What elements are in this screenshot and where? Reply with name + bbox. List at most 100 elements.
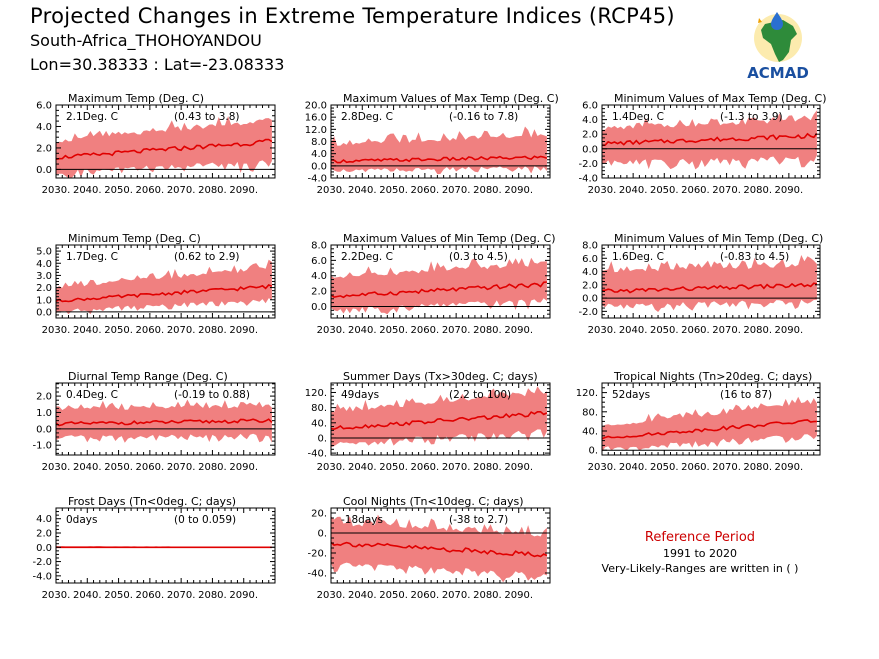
- page-title: Projected Changes in Extreme Temperature…: [30, 4, 675, 28]
- chart-range: (0.62 to 2.9): [174, 251, 240, 263]
- y-tick-label: 2.0: [36, 529, 52, 540]
- plot-frame: [330, 507, 551, 584]
- reference-legend: Reference Period 1991 to 2020 Very-Likel…: [590, 530, 810, 575]
- x-tick-label: 2030.: [42, 590, 71, 601]
- x-tick-label: 2040.: [73, 590, 102, 601]
- x-tick-label: 2060.: [411, 325, 440, 336]
- y-tick-label: 4.0: [311, 149, 327, 160]
- x-tick-label: 2050.: [104, 590, 133, 601]
- x-tick-label: 2090.: [775, 325, 804, 336]
- y-tick-label: 4.0: [582, 267, 598, 278]
- y-tick-label: 8.0: [311, 241, 327, 252]
- x-tick-label: 2030.: [42, 185, 71, 196]
- y-tick-label: 6.0: [582, 254, 598, 265]
- y-tick-label: 0.: [317, 529, 327, 540]
- y-tick-label: 4.0: [582, 115, 598, 126]
- x-tick-label: 2060.: [411, 590, 440, 601]
- x-tick-label: 2040.: [348, 325, 377, 336]
- chart-range: (-0.16 to 7.8): [449, 111, 518, 123]
- x-tick-label: 2090.: [504, 462, 533, 473]
- x-tick-label: 2070.: [712, 185, 741, 196]
- x-tick-label: 2080.: [743, 185, 772, 196]
- mean-line: [602, 132, 818, 146]
- chart-summary: 0days: [66, 514, 97, 526]
- y-tick-label: 80.: [582, 407, 598, 418]
- range-band: [331, 386, 547, 448]
- y-tick-label: 2.0: [311, 287, 327, 298]
- chart-summary: 2.2Deg. C: [341, 251, 393, 263]
- x-tick-label: 2060.: [681, 325, 710, 336]
- x-tick-label: 2070.: [442, 325, 471, 336]
- x-tick-label: 2060.: [136, 590, 165, 601]
- chart-panel: 0.0 2.0 4.0 6.0 8.0 2030. 2040. 2050. 2060. 2070.…: [311, 232, 555, 336]
- chart-title: Summer Days (Tx>30deg. C; days): [343, 370, 538, 383]
- x-tick-label: 2060.: [681, 462, 710, 473]
- range-band: [331, 257, 547, 315]
- mean-line: [601, 282, 818, 294]
- chart-panel: -4.0 0.04.08.012.016.020.0 2030. 2040. 2050.…: [305, 92, 559, 196]
- mean-line: [55, 418, 273, 427]
- y-tick-label: 0.0: [36, 543, 52, 554]
- chart-summary: 1.7Deg. C: [66, 251, 118, 263]
- mean-line: [330, 541, 548, 558]
- y-tick-label: 4.0: [311, 271, 327, 282]
- chart-range: (-1.3 to 3.9): [720, 111, 783, 123]
- y-tick-label: 3.0: [36, 271, 52, 282]
- x-tick-label: 2070.: [712, 325, 741, 336]
- y-tick-label: 120.: [305, 388, 327, 399]
- x-tick-label: 2050.: [650, 325, 679, 336]
- x-tick-label: 2060.: [411, 185, 440, 196]
- range-band: [56, 399, 272, 443]
- y-tick-label: 2.0: [582, 130, 598, 141]
- x-tick-label: 2080.: [473, 590, 502, 601]
- x-tick-label: 2090.: [229, 462, 258, 473]
- y-tick-label: -4.0: [307, 174, 327, 185]
- y-tick-label: 0.0: [36, 307, 52, 318]
- x-tick-label: 2090.: [504, 590, 533, 601]
- x-tick-label: 2080.: [473, 325, 502, 336]
- x-tick-label: 2080.: [743, 325, 772, 336]
- y-tick-label: 0.0: [582, 144, 598, 155]
- station-name: South-Africa_THOHOYANDOU: [30, 31, 262, 50]
- chart-panel: 0. 40. 80. 120. 2030. 2040. 2050. 2060. 2070. 208…: [576, 370, 821, 473]
- x-tick-label: 2050.: [379, 325, 408, 336]
- x-tick-label: 2050.: [379, 590, 408, 601]
- y-tick-label: 40.: [582, 427, 598, 438]
- y-tick-label: 1.0: [36, 295, 52, 306]
- y-tick-label: -1.0: [32, 441, 52, 452]
- y-tick-label: 0.0: [36, 424, 52, 435]
- x-tick-label: 2090.: [775, 462, 804, 473]
- chart-summary: 52days: [612, 389, 650, 401]
- x-tick-label: 2030.: [317, 462, 346, 473]
- x-tick-label: 2040.: [73, 185, 102, 196]
- y-tick-label: 2.0: [582, 280, 598, 291]
- mean-line: [330, 281, 547, 299]
- y-tick-label: 120.: [576, 388, 598, 399]
- range-band: [56, 259, 272, 315]
- y-tick-label: -4.0: [578, 174, 598, 185]
- x-tick-label: 2080.: [743, 462, 772, 473]
- range-note: Very-Likely-Ranges are written in ( ): [601, 562, 799, 575]
- chart-title: Minimum Values of Min Temp (Deg. C): [614, 232, 823, 245]
- chart-range: (-38 to 2.7): [449, 514, 508, 526]
- chart-summary: 0.4Deg. C: [66, 389, 118, 401]
- chart-range: (0.43 to 3.8): [174, 111, 240, 123]
- y-tick-label: 16.0: [305, 113, 327, 124]
- x-tick-label: 2060.: [136, 325, 165, 336]
- range-band: [602, 396, 817, 453]
- chart-title: Maximum Temp (Deg. C): [68, 92, 204, 105]
- chart-title: Minimum Values of Max Temp (Deg. C): [614, 92, 827, 105]
- x-tick-label: 2060.: [681, 185, 710, 196]
- x-tick-label: 2040.: [73, 462, 102, 473]
- acmad-logo: [754, 12, 802, 62]
- y-tick-label: 20.: [311, 509, 327, 520]
- reference-period-title: Reference Period: [644, 530, 756, 545]
- y-tick-label: 4.0: [36, 259, 52, 270]
- chart-panel: -4.0 -2.0 0.0 2.0 4.0 2030. 2040. 2050. 2060. 207…: [32, 495, 276, 601]
- x-tick-label: 2030.: [588, 325, 617, 336]
- y-tick-label: 6.0: [311, 256, 327, 267]
- x-tick-label: 2070.: [167, 590, 196, 601]
- y-tick-label: 0.0: [582, 294, 598, 305]
